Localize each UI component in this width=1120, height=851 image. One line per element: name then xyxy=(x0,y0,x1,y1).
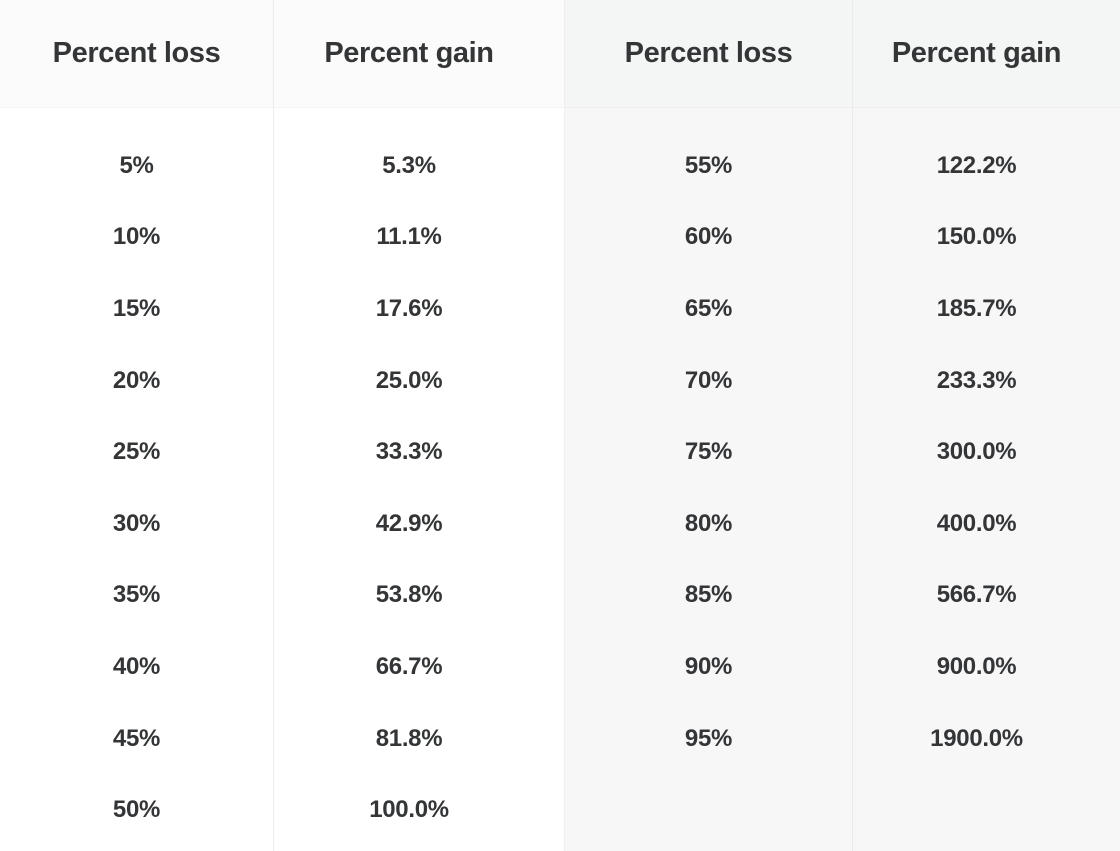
table-cell: 233.3% xyxy=(936,366,1017,394)
table-cell: 100.0% xyxy=(369,796,449,824)
table-body: 5% 10% 15% 20% 25% 30% 35% 40% 45% 50% 5… xyxy=(0,108,1120,851)
table-column-loss-right: 55% 60% 65% 70% 75% 80% 85% 90% 95% xyxy=(565,108,853,851)
table-column-loss-left: 5% 10% 15% 20% 25% 30% 35% 40% 45% 50% xyxy=(0,108,274,851)
table-cell: 566.7% xyxy=(936,581,1017,609)
table-cell: 122.2% xyxy=(936,151,1017,179)
column-header-percent-gain-left: Percent gain xyxy=(274,0,565,108)
table-column-gain-left: 5.3% 11.1% 17.6% 25.0% 33.3% 42.9% 53.8%… xyxy=(274,108,565,851)
table-cell: 10% xyxy=(112,223,161,251)
table-cell: 95% xyxy=(684,724,733,752)
table-cell: 25% xyxy=(112,438,161,466)
table-cell: 66.7% xyxy=(375,652,443,680)
table-cell: 70% xyxy=(684,366,733,394)
table-cell: 25.0% xyxy=(375,366,443,394)
table-cell: 5.3% xyxy=(382,151,436,179)
table-cell: 33.3% xyxy=(375,438,443,466)
table-cell: 300.0% xyxy=(936,438,1017,466)
table-cell: 50% xyxy=(112,796,161,824)
table-cell: 30% xyxy=(112,509,161,537)
table-cell xyxy=(853,774,1120,846)
table-cell: 42.9% xyxy=(375,509,443,537)
table-cell: 900.0% xyxy=(936,652,1017,680)
table-cell: 400.0% xyxy=(936,509,1017,537)
table-cell: 80% xyxy=(684,509,733,537)
table-cell: 20% xyxy=(112,366,161,394)
table-cell: 15% xyxy=(112,294,161,322)
column-header-percent-gain-right: Percent gain xyxy=(853,0,1120,108)
table-cell: 45% xyxy=(112,724,161,752)
table-cell: 150.0% xyxy=(936,223,1017,251)
table-cell: 81.8% xyxy=(375,724,443,752)
table-cell: 75% xyxy=(684,438,733,466)
table-cell: 185.7% xyxy=(936,294,1017,322)
table-cell: 53.8% xyxy=(375,581,443,609)
table-cell: 5% xyxy=(119,151,154,179)
table-cell: 17.6% xyxy=(375,294,443,322)
column-header-percent-loss-right: Percent loss xyxy=(565,0,853,108)
table-header-row: Percent loss Percent gain Percent loss P… xyxy=(0,0,1120,108)
table-cell: 1900.0% xyxy=(930,724,1023,752)
table-column-gain-right: 122.2% 150.0% 185.7% 233.3% 300.0% 400.0… xyxy=(853,108,1120,851)
table-cell: 60% xyxy=(684,223,733,251)
table-cell: 85% xyxy=(684,581,733,609)
table-cell: 11.1% xyxy=(376,223,442,251)
table-cell xyxy=(565,774,852,846)
column-header-percent-loss-left: Percent loss xyxy=(0,0,274,108)
table-cell: 35% xyxy=(112,581,161,609)
table-cell: 65% xyxy=(684,294,733,322)
table-cell: 55% xyxy=(684,151,733,179)
table-cell: 40% xyxy=(112,652,161,680)
table-cell: 90% xyxy=(684,652,733,680)
